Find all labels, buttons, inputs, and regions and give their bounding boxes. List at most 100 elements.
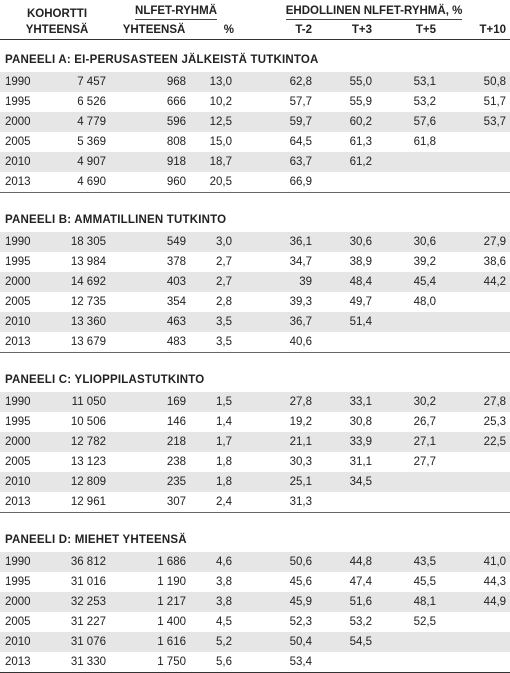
t-plus-5-cell xyxy=(376,312,441,332)
t-plus-10-cell xyxy=(440,652,510,673)
table-row: 2013 31 330 1 750 5,6 53,4 xyxy=(0,652,510,673)
t-plus-10-cell: 41,0 xyxy=(440,552,510,572)
table-row: 1990 11 050 169 1,5 27,8 33,1 30,2 27,8 xyxy=(0,392,510,412)
table-row: 1990 36 812 1 686 4,6 50,6 44,8 43,5 41,0 xyxy=(0,552,510,572)
t-plus-10-cell xyxy=(440,472,510,492)
nlfet-percent-cell: 2,7 xyxy=(194,272,239,292)
t-plus-5-cell xyxy=(376,152,441,172)
nlfet-total-cell: 1 750 xyxy=(114,652,194,673)
t-plus-10-cell: 25,3 xyxy=(483,416,507,428)
t-plus-10-cell xyxy=(440,292,510,312)
table-row: 1990 7 457 968 13,0 62,8 55,0 53,1 50,8 xyxy=(0,72,510,92)
cohort-total-cell: 13 123 xyxy=(70,456,106,468)
nlfet-percent-cell: 3,8 xyxy=(194,592,239,612)
table-row: 1995 6 526 666 10,2 57,7 55,9 53,2 51,7 xyxy=(0,92,510,112)
year-cell: 2005 xyxy=(5,296,31,308)
table-row: 2005 12 735 354 2,8 39,3 49,7 48,0 xyxy=(0,292,510,312)
t-plus-5-cell: 39,2 xyxy=(413,256,437,268)
t-plus-10-cell: 44,2 xyxy=(440,272,510,292)
t-plus-5-cell: 48,0 xyxy=(413,296,437,308)
cohort-total-cell: 10 506 xyxy=(70,416,106,428)
t-plus-3-cell: 55,0 xyxy=(316,72,377,92)
nlfet-total-cell: 1 217 xyxy=(114,592,194,612)
nlfet-total-cell: 960 xyxy=(166,176,186,188)
table-row: 2013 12 961 307 2,4 31,3 xyxy=(0,492,510,513)
t-plus-5-cell xyxy=(376,472,441,492)
t-plus-10-cell xyxy=(440,452,510,472)
t-minus-2-cell: 52,3 xyxy=(289,616,313,628)
t-plus-5-cell: 27,7 xyxy=(413,456,437,468)
t-plus-3-cell xyxy=(316,332,376,353)
t-plus-3-cell: 38,9 xyxy=(349,256,373,268)
year-cell: 2010 xyxy=(0,152,44,172)
table-body: PANEELI A: EI-PERUSASTEEN JÄLKEISTÄ TUTK… xyxy=(0,40,510,673)
nlfet-total-cell: 483 xyxy=(166,336,186,348)
table-row: 2005 31 227 1 400 4,5 52,3 53,2 52,5 xyxy=(0,612,510,632)
t-plus-5-cell: 48,1 xyxy=(376,592,441,612)
nlfet-percent-cell: 3,0 xyxy=(194,232,239,252)
table-row: 1995 10 506 146 1,4 19,2 30,8 26,7 25,3 xyxy=(0,412,510,432)
table-row: 1990 18 305 549 3,0 36,1 30,6 30,6 27,9 xyxy=(0,232,510,252)
t-plus-5-cell: 43,5 xyxy=(376,552,441,572)
header-ehdollinen: EHDOLLINEN NLFET-RYHMÄ, % xyxy=(238,0,510,20)
year-cell: 2005 xyxy=(5,456,31,468)
nlfet-total-cell: 666 xyxy=(166,96,186,108)
header-t-plus-3: T+3 xyxy=(351,23,373,36)
t-minus-2-cell: 66,9 xyxy=(289,176,313,188)
table-row: 2000 32 253 1 217 3,8 45,9 51,6 48,1 44,9 xyxy=(0,592,510,612)
nlfet-total-cell: 238 xyxy=(166,456,186,468)
table-row: 2010 12 809 235 1,8 25,1 34,5 xyxy=(0,472,510,492)
t-plus-5-cell: 53,2 xyxy=(413,96,437,108)
nlfet-total-cell: 549 xyxy=(114,232,194,252)
t-minus-2-cell: 53,4 xyxy=(238,652,317,673)
nlfet-total-cell: 1 400 xyxy=(157,616,186,628)
cohort-total-cell: 13 679 xyxy=(70,336,106,348)
t-plus-10-cell xyxy=(440,172,510,193)
t-plus-3-cell: 53,2 xyxy=(349,616,373,628)
nlfet-total-cell: 596 xyxy=(114,112,194,132)
table-row: 2000 4 779 596 12,5 59,7 60,2 57,6 53,7 xyxy=(0,112,510,132)
cohort-total-cell: 18 305 xyxy=(44,232,114,252)
cohort-total-cell: 31 076 xyxy=(44,632,114,652)
cohort-total-cell: 14 692 xyxy=(44,272,114,292)
cohort-total-cell: 11 050 xyxy=(44,392,114,412)
t-plus-3-cell: 51,4 xyxy=(316,312,377,332)
t-plus-10-cell xyxy=(440,312,510,332)
t-minus-2-cell: 34,7 xyxy=(289,256,313,268)
nlfet-total-cell: 808 xyxy=(166,136,186,148)
t-minus-2-cell: 64,5 xyxy=(289,136,313,148)
nlfet-total-cell: 403 xyxy=(114,272,194,292)
table-row: 2010 31 076 1 616 5,2 50,4 54,5 xyxy=(0,632,510,652)
nlfet-percent-cell: 1,7 xyxy=(194,432,239,452)
cohort-total-cell: 31 016 xyxy=(70,576,106,588)
t-plus-3-cell: 47,4 xyxy=(349,576,373,588)
cohort-total-cell: 31 227 xyxy=(70,616,106,628)
t-plus-10-cell: 27,8 xyxy=(440,392,510,412)
nlfet-percent-cell: 4,6 xyxy=(194,552,239,572)
t-plus-10-cell: 27,9 xyxy=(440,232,510,252)
t-plus-5-cell: 30,6 xyxy=(376,232,441,252)
t-plus-10-cell: 50,8 xyxy=(440,72,510,92)
t-plus-3-cell xyxy=(316,652,377,673)
t-minus-2-cell: 36,1 xyxy=(238,232,317,252)
t-minus-2-cell: 39,3 xyxy=(289,296,313,308)
nlfet-percent-cell: 3,5 xyxy=(216,336,233,348)
t-plus-3-cell: 33,1 xyxy=(316,392,377,412)
nlfet-percent-cell: 1,4 xyxy=(216,416,233,428)
nlfet-total-cell: 1 616 xyxy=(114,632,194,652)
panel-title: PANEELI A: EI-PERUSASTEEN JÄLKEISTÄ TUTK… xyxy=(5,54,319,66)
t-minus-2-cell: 50,6 xyxy=(238,552,317,572)
year-cell: 1995 xyxy=(5,576,31,588)
t-minus-2-cell: 57,7 xyxy=(289,96,313,108)
nlfet-total-cell: 307 xyxy=(166,496,186,508)
t-plus-5-cell xyxy=(376,632,441,652)
nlfet-total-cell: 918 xyxy=(114,152,194,172)
year-cell: 2000 xyxy=(0,432,44,452)
t-plus-3-cell: 48,4 xyxy=(316,272,377,292)
t-plus-3-cell: 44,8 xyxy=(316,552,377,572)
year-cell: 2000 xyxy=(0,112,44,132)
nlfet-percent-cell: 4,5 xyxy=(216,616,233,628)
cohort-total-cell: 4 690 xyxy=(77,176,106,188)
nlfet-percent-cell: 2,7 xyxy=(216,256,233,268)
panel-heading-row: PANEELI D: MIEHET YHTEENSÄ xyxy=(0,512,510,552)
